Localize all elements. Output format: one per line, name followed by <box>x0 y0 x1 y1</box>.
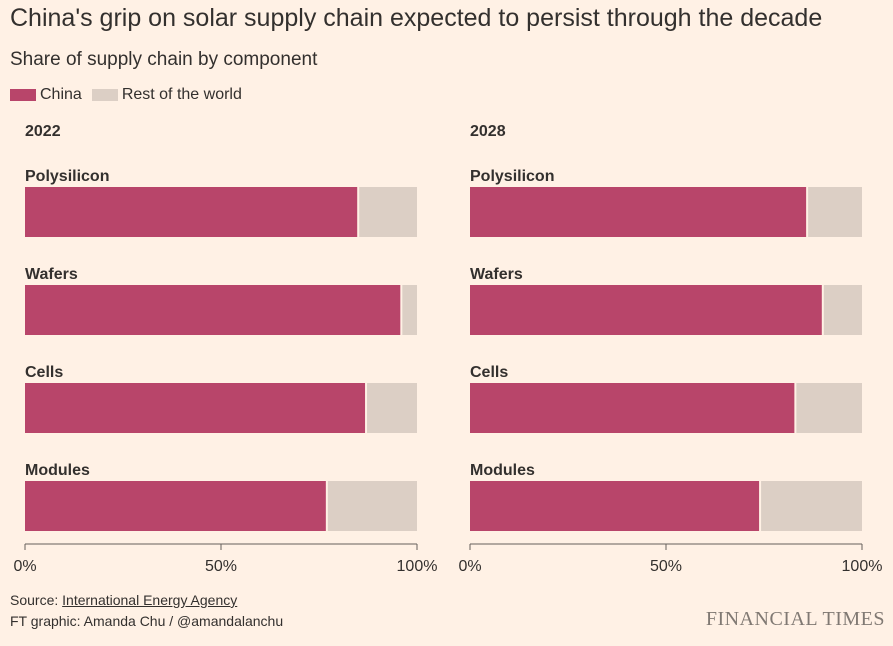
bar-rest-polysilicon <box>358 187 417 237</box>
legend-label-china: China <box>40 86 82 103</box>
source-link[interactable]: International Energy Agency <box>62 592 238 608</box>
x-tick-label: 50% <box>650 558 682 575</box>
bar-china-wafers <box>470 285 823 335</box>
credit-line: FT graphic: Amanda Chu / @amandalanchu <box>10 613 284 629</box>
x-tick-label: 0% <box>458 558 481 575</box>
legend-swatch-rest <box>91 89 118 101</box>
bar-chart: 2022 Polysilicon Wafers Cells Modules 0% 50% 10… <box>13 123 883 575</box>
legend-swatch-china <box>10 89 36 101</box>
ft-logo: FINANCIAL TIMES <box>705 608 885 630</box>
x-tick-label: 100% <box>842 558 883 575</box>
bar-china-cells <box>25 383 367 433</box>
category-label: Cells <box>25 364 63 381</box>
bar-rest-modules <box>326 481 417 531</box>
panel-title-2028: 2028 <box>470 123 506 140</box>
legend-label-rest: Rest of the world <box>121 86 242 103</box>
bar-rest-cells <box>366 383 417 433</box>
legend-item-rest: Rest of the world <box>91 86 242 104</box>
source-line: Source: International Energy Agency <box>10 592 237 608</box>
category-label: Modules <box>25 462 90 479</box>
bar-china-modules <box>470 481 761 531</box>
x-tick-label: 0% <box>13 558 36 575</box>
bar-rest-modules <box>760 481 862 531</box>
bar-rest-polysilicon <box>807 187 862 237</box>
chart-subtitle: Share of supply chain by component <box>10 49 318 70</box>
x-tick-label: 100% <box>397 558 438 575</box>
panel-title-2022: 2022 <box>25 123 61 140</box>
bar-china-wafers <box>25 285 402 335</box>
category-label: Modules <box>470 462 535 479</box>
category-label: Wafers <box>25 266 78 283</box>
bar-china-polysilicon <box>25 187 359 237</box>
bar-rest-wafers <box>401 285 417 335</box>
category-label: Wafers <box>470 266 523 283</box>
bar-china-modules <box>25 481 327 531</box>
bar-china-cells <box>470 383 796 433</box>
bar-rest-wafers <box>822 285 862 335</box>
category-label: Polysilicon <box>25 168 109 185</box>
source-prefix: Source: <box>10 592 63 608</box>
x-tick-label: 50% <box>205 558 237 575</box>
legend-item-china: China <box>10 86 82 104</box>
bar-rest-cells <box>795 383 862 433</box>
bar-china-polysilicon <box>470 187 808 237</box>
chart-title: China's grip on solar supply chain expec… <box>10 4 823 32</box>
category-label: Cells <box>470 364 508 381</box>
legend: China Rest of the world <box>10 86 252 104</box>
category-label: Polysilicon <box>470 168 554 185</box>
